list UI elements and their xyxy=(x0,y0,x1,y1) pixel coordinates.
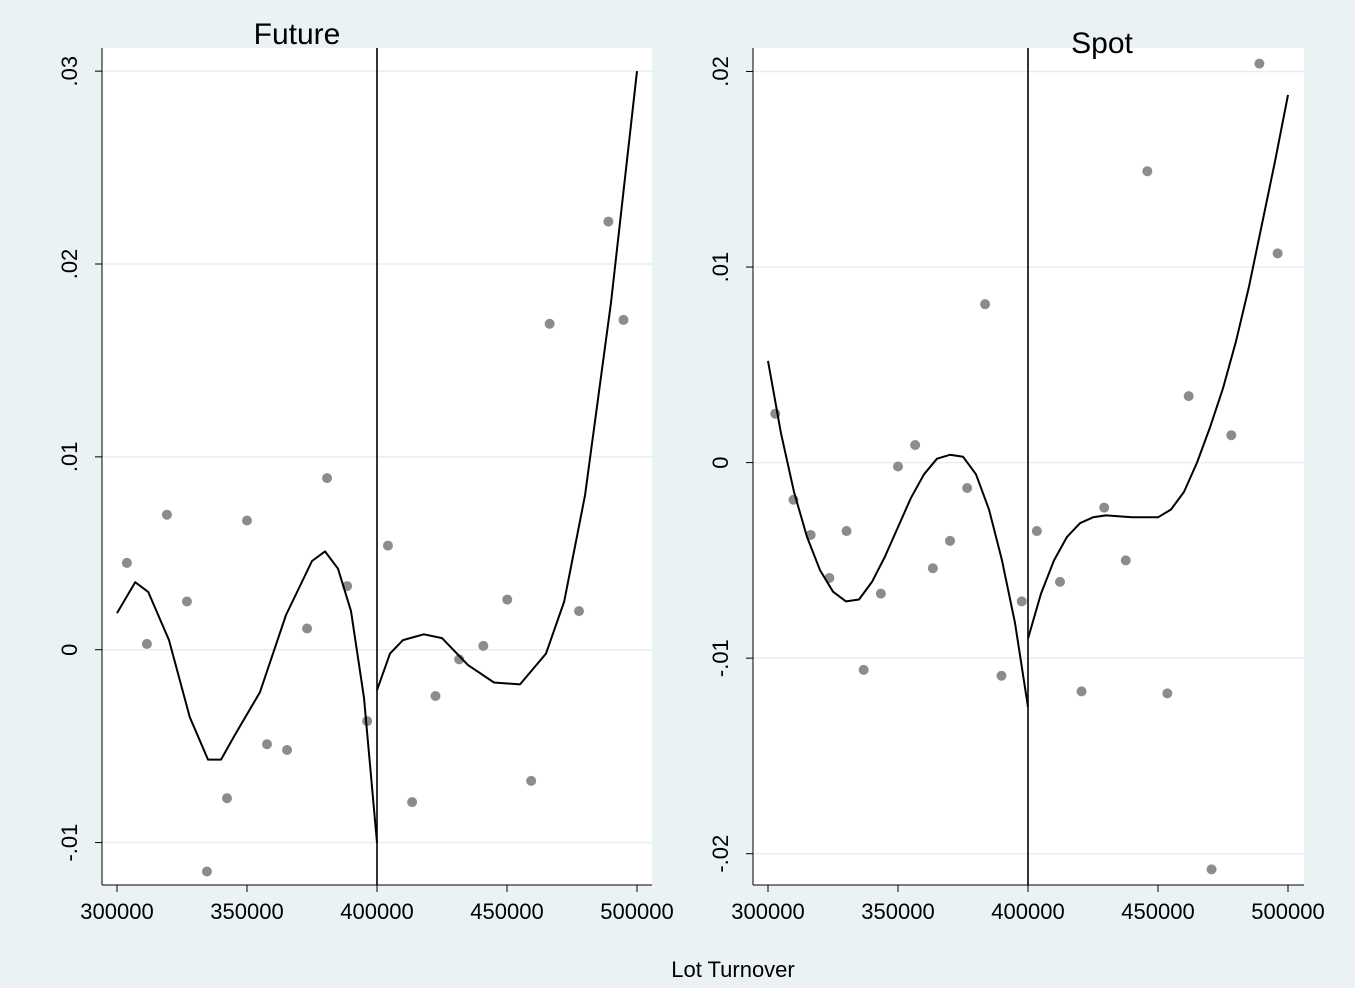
data-point xyxy=(282,745,293,755)
data-point xyxy=(526,775,537,786)
data-point xyxy=(1183,391,1194,402)
data-point xyxy=(141,638,152,649)
data-point xyxy=(430,691,441,701)
fit-left-line xyxy=(116,550,378,843)
shared-x-axis-label: Lot Turnover xyxy=(671,957,795,982)
y-tick-label: .02 xyxy=(57,249,82,280)
data-point xyxy=(454,654,465,665)
x-tick-label: 450000 xyxy=(470,899,543,924)
data-point xyxy=(1016,596,1027,607)
data-point xyxy=(1054,576,1065,587)
x-tick-label: 300000 xyxy=(80,899,153,924)
x-tick-label: 400000 xyxy=(991,899,1064,924)
data-point xyxy=(910,439,921,450)
data-point xyxy=(121,557,132,568)
data-point xyxy=(407,797,418,808)
data-point xyxy=(544,318,555,329)
x-tick-label: 400000 xyxy=(340,899,413,924)
x-tick-label: 350000 xyxy=(861,899,934,924)
data-point xyxy=(478,640,489,651)
data-point xyxy=(996,670,1007,681)
y-tick-label: 0 xyxy=(708,456,733,468)
panel-title: Future xyxy=(254,18,341,51)
fit-right-line xyxy=(1027,94,1289,639)
data-point xyxy=(322,473,333,484)
data-point xyxy=(1076,686,1087,697)
data-point xyxy=(1031,526,1042,537)
data-point xyxy=(1120,555,1131,566)
data-point xyxy=(927,563,938,574)
data-point xyxy=(618,314,629,325)
x-tick-label: 500000 xyxy=(1251,899,1324,924)
data-point xyxy=(221,793,232,804)
data-point xyxy=(858,664,869,675)
fit-right-line xyxy=(376,70,638,691)
data-point xyxy=(201,866,212,877)
data-point xyxy=(181,596,192,607)
panel-future: -.01 0 .01 .02 .03 300000 350000 400000 450000 50… xyxy=(57,18,674,924)
y-tick-label: -.02 xyxy=(708,835,733,873)
y-tick-label: -.01 xyxy=(57,824,82,862)
data-point xyxy=(362,716,373,727)
data-point xyxy=(893,461,903,472)
data-point xyxy=(161,509,172,520)
data-point xyxy=(1272,248,1283,259)
data-point xyxy=(1226,430,1237,441)
data-point xyxy=(382,540,393,551)
data-point xyxy=(1162,688,1173,699)
data-point xyxy=(603,216,614,227)
data-point xyxy=(1099,502,1110,513)
fit-left-line xyxy=(767,360,1029,708)
y-tick-label: .01 xyxy=(708,252,733,283)
data-point xyxy=(242,515,252,526)
panel-spot: -.02 -.01 0 .01 .02 300000 350000 400000 450000 5… xyxy=(708,27,1325,924)
x-tick-label: 500000 xyxy=(600,899,673,924)
x-tick-label: 450000 xyxy=(1121,899,1194,924)
data-point xyxy=(502,594,513,605)
x-tick-label: 300000 xyxy=(731,899,804,924)
data-point xyxy=(1206,864,1217,875)
data-point xyxy=(875,588,886,599)
data-point xyxy=(1254,58,1265,69)
data-point xyxy=(1142,166,1153,177)
y-tick-label: -.01 xyxy=(708,639,733,677)
x-tick-label: 350000 xyxy=(210,899,283,924)
data-point xyxy=(980,299,991,310)
data-point xyxy=(841,526,852,537)
data-point xyxy=(302,623,313,634)
y-tick-label: .02 xyxy=(708,56,733,87)
panel-title: Spot xyxy=(1071,27,1133,60)
data-point xyxy=(962,483,973,494)
data-point xyxy=(574,606,585,617)
data-point xyxy=(262,739,273,750)
data-point xyxy=(945,535,955,546)
y-tick-label: .03 xyxy=(57,56,82,87)
y-tick-label: .01 xyxy=(57,442,82,473)
y-tick-label: 0 xyxy=(57,644,82,656)
